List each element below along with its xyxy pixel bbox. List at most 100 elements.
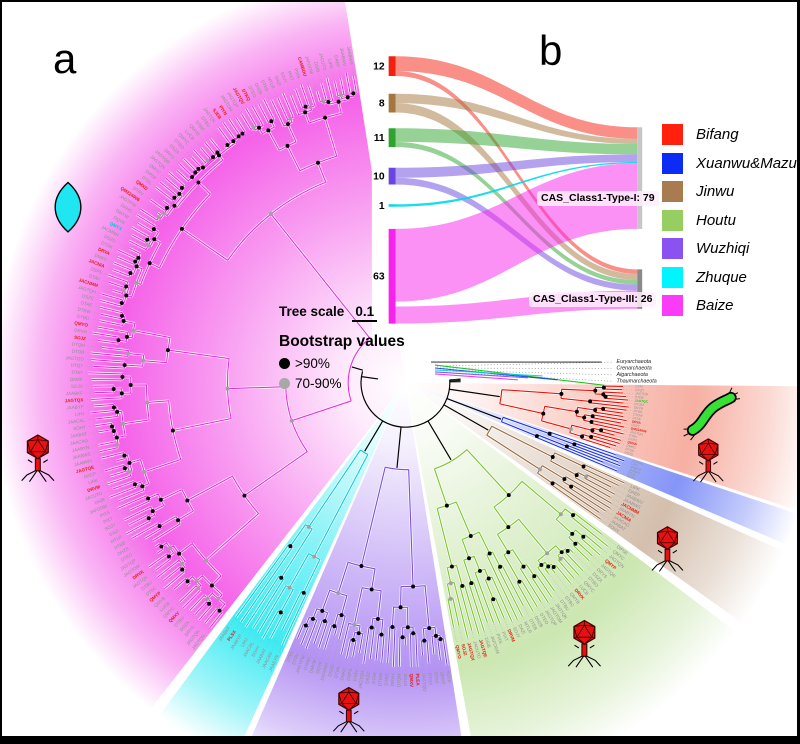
leaf-label: DSZC	[81, 293, 95, 301]
leaf-label: JAABYN	[72, 445, 90, 453]
leaf-label: QMYO	[74, 320, 89, 327]
sector-fill-zhuque	[158, 382, 406, 736]
leaf-label: DTBD	[384, 672, 390, 685]
sankey-source-count: 8	[379, 99, 385, 110]
leaf-label: DMKC	[94, 253, 109, 263]
panel-a-label: a	[53, 35, 77, 82]
sankey-source-node	[388, 56, 396, 76]
bootstrap-dots	[110, 91, 608, 643]
legend-color-swatch	[662, 181, 683, 202]
leaf-leader-lines	[84, 66, 634, 672]
leaf-label: DSIB	[313, 61, 321, 73]
leaf-label: DTEL	[285, 649, 294, 662]
leaf-label: JACMNH	[319, 662, 329, 681]
leaf-label: DAZI	[517, 623, 526, 634]
leaf-label: QMXF	[439, 671, 446, 685]
leaf-label: JACUTO	[472, 640, 482, 659]
sankey-source-count: 12	[373, 62, 385, 73]
leaf-label: DQYK	[315, 661, 324, 675]
cas-class1-type3-label: CAS_Class1-Type-III: 26	[529, 292, 657, 307]
leaf-label: LIHJ	[631, 461, 639, 467]
leaf-label: JAGTQE	[478, 639, 488, 658]
sankey-source-count: 10	[373, 172, 385, 183]
legend-color-swatch	[662, 238, 683, 259]
leaf-label: DTBU	[140, 580, 153, 592]
tree-scale: Tree scale 0.1	[279, 304, 378, 322]
leaf-label: DSZC	[631, 423, 641, 429]
leaf-label: DTDB	[635, 395, 644, 400]
leaf-label: DRVK	[132, 569, 146, 581]
organism-icons	[21, 181, 740, 733]
leaf-label: DSIB	[484, 637, 492, 649]
cas-class1-type1-label: CAS_Class1-Type-I: 79	[537, 191, 659, 206]
leaf-label: JAABYP	[66, 404, 84, 410]
leaf-label: DRYS	[184, 625, 196, 638]
leaf-label: DSPS	[90, 266, 103, 275]
leaf-label: DTRV	[291, 652, 300, 665]
leaf-label: JAGTQD	[635, 392, 649, 397]
sankey-source-node	[388, 228, 396, 324]
leaf-label: QMXF	[626, 473, 636, 480]
legend-item-wuzhiqi: Wuzhiqi	[662, 238, 797, 259]
leaf-label: DQYK	[113, 215, 127, 226]
leaf-label: DTDB	[72, 349, 85, 355]
leaf-label: DRVA	[632, 420, 642, 426]
legend-item-label: Bifang	[696, 126, 739, 143]
leaf-label: DTEO	[247, 85, 257, 99]
bootstrap-legend-title: Bootstrap values	[279, 333, 405, 350]
leaf-label: JAGTQE	[75, 465, 94, 475]
leaf-label: PIXT	[287, 70, 295, 81]
leaf-label: PIXS	[293, 68, 301, 79]
leaf-label: DTBD	[77, 314, 91, 321]
bootstrap-item-mid-label: 70-90%	[295, 376, 342, 391]
leaf-label: QM224906	[630, 426, 647, 433]
bootstrap-dot-gray-icon	[279, 378, 290, 389]
leaf-label: QMYO	[455, 645, 463, 660]
sankey-link-jinwu	[395, 93, 638, 144]
leaf-label: DTQY	[635, 388, 645, 392]
leaf-label: DTAY	[433, 672, 439, 684]
lens-cell-icon	[54, 181, 82, 233]
legend-color-swatch	[662, 209, 683, 231]
leaf-label: DTAY	[72, 370, 84, 375]
leaf-label: SOHY	[250, 644, 261, 658]
leaf-label: JAFOGM	[89, 503, 109, 515]
leaf-label: DTBW	[77, 307, 92, 315]
leaf-label: SOHY	[607, 523, 620, 534]
legend-color-swatch	[662, 266, 683, 288]
leaf-label: DAZI	[108, 528, 119, 537]
leaf-label: DXHO	[120, 203, 134, 214]
leaf-label: JAABKF	[628, 467, 641, 475]
legend-color-swatch	[662, 295, 683, 316]
leaf-label: CAMBDU	[297, 56, 308, 77]
leaf-label: DTAV	[629, 433, 639, 439]
leaf-label: MTLR	[266, 76, 276, 90]
sankey-source-node	[388, 167, 396, 185]
leaf-label: DTQY	[71, 363, 84, 369]
sector-fill-bifang	[405, 382, 797, 511]
leaf-label: DTBU	[559, 599, 570, 612]
leaf-label: DTQM	[396, 673, 401, 687]
leaf-label: DTDK	[100, 240, 113, 250]
leaf-label: DAZI	[274, 75, 283, 86]
leaf-label: JAFOGM	[304, 55, 314, 75]
leaf-label: DTEO	[120, 552, 134, 563]
leaf-label: DTAE	[80, 300, 93, 308]
leaf-label: DTAY	[635, 385, 644, 389]
leaf-label: JAGTQH	[630, 430, 644, 437]
leaf-label: QMXV	[409, 674, 414, 687]
leaf-label: JAABWV	[339, 47, 347, 66]
leaf-label: DTQM	[634, 402, 644, 407]
legend-item-label: Jinwu	[696, 183, 735, 200]
legend-item-bifang: Bifang	[662, 124, 797, 145]
leaf-label: SOJY	[104, 522, 117, 532]
leaf-label: DHZB	[117, 546, 130, 557]
legend-item-zhuque: Zhuque	[662, 266, 797, 288]
leaf-label: DXHO	[303, 656, 312, 670]
leaf-label: QMXD	[627, 440, 638, 447]
leaf-label: SOJX	[445, 670, 452, 682]
clade-legend: Bifang Xuanwu&Mazu Jinwu Houtu Wuzhiqi Zhuque…	[662, 124, 797, 324]
leaf-label: JAGTQD	[421, 673, 427, 692]
leaf-label: DIP08	[616, 544, 629, 556]
